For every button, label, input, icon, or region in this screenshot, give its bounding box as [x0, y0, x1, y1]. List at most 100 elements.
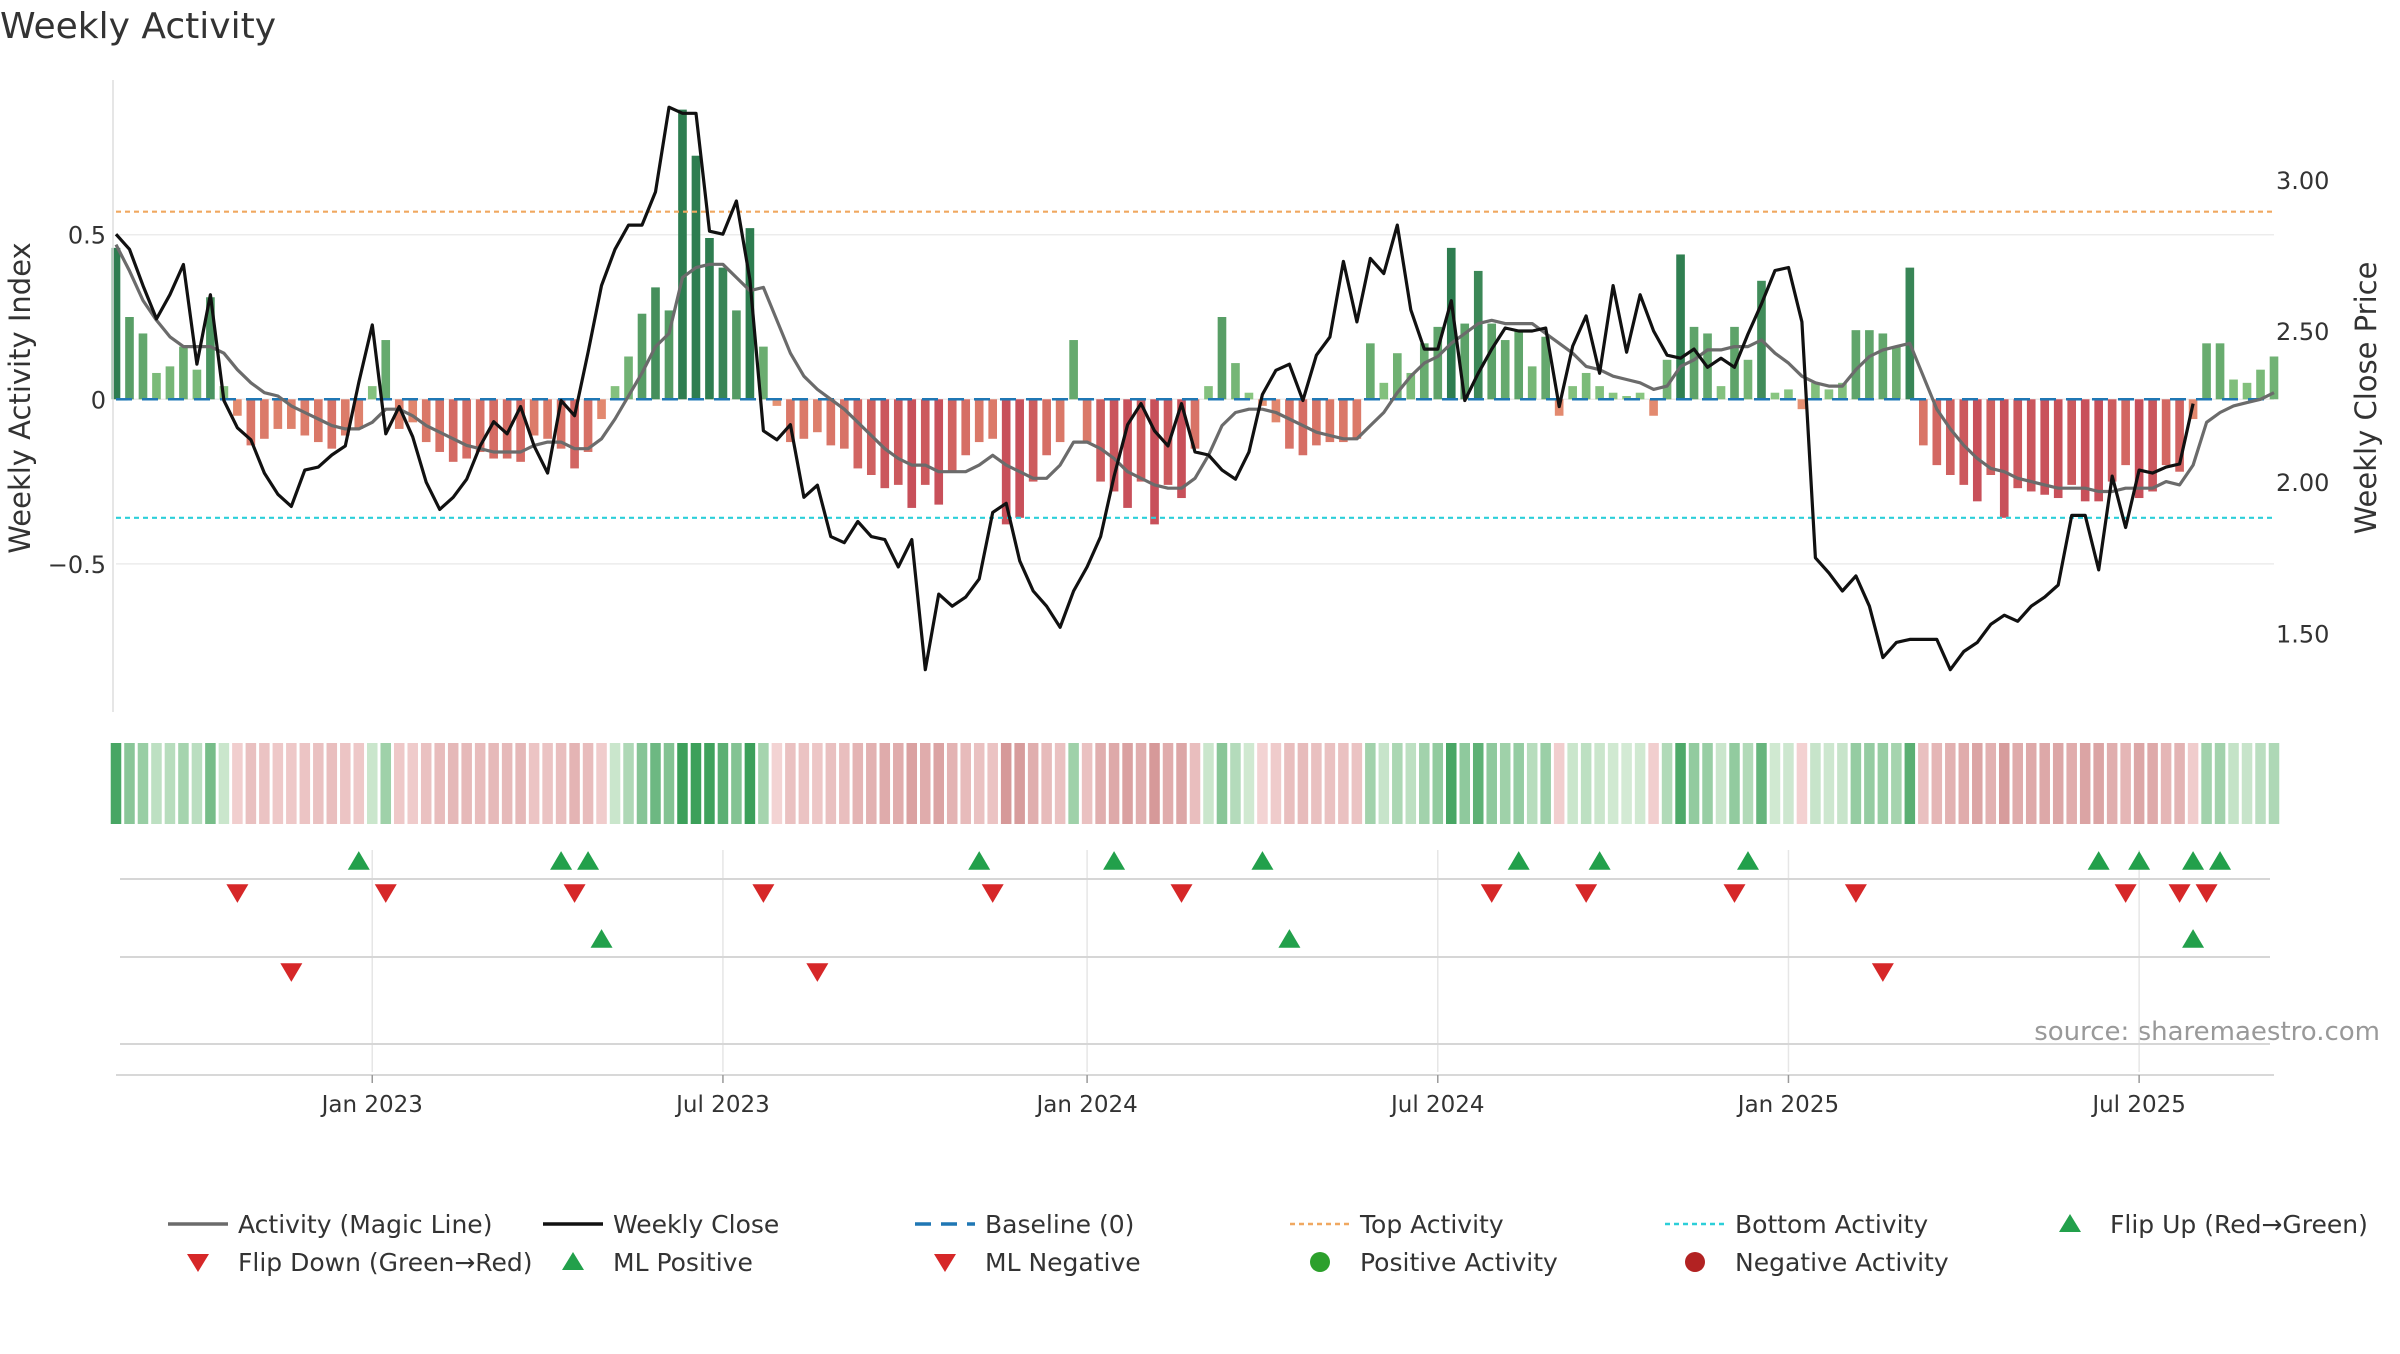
- activity-bar: [570, 399, 579, 469]
- legend-label: Positive Activity: [1360, 1248, 1558, 1277]
- activity-bar: [610, 386, 620, 400]
- activity-bar: [2269, 356, 2279, 400]
- heat-strip-cell: [1877, 743, 1889, 824]
- heat-strip-cell: [178, 743, 189, 824]
- heat-strip-cell: [771, 743, 783, 824]
- heat-strip-cell: [110, 743, 122, 824]
- x-axis: Jan 2023 Jul 2023 Jan 2024 Jul 2024 Jan 2025…: [116, 1074, 2274, 1118]
- heat-strip-cell: [1850, 743, 1862, 824]
- flip-up-marker: [2128, 851, 2151, 870]
- activity-bar: [2215, 343, 2225, 400]
- activity-bar: [1797, 399, 1807, 410]
- heat-strip-cell: [272, 743, 284, 824]
- heat-strip-cell: [1054, 743, 1066, 824]
- heat-strip-cell: [2241, 743, 2253, 824]
- heat-strip-cell: [1864, 743, 1875, 824]
- activity-bar: [246, 399, 256, 446]
- heat-strip-cell: [1634, 743, 1646, 824]
- heat-strip-cell: [1297, 743, 1309, 824]
- heat-strip-cell: [245, 743, 257, 824]
- flip-down-marker: [2168, 884, 2191, 903]
- activity-bar: [583, 399, 593, 452]
- activity-bar: [1811, 382, 1820, 400]
- heat-strip-cell: [1931, 743, 1943, 824]
- chart-title: Weekly Activity: [0, 6, 276, 47]
- heat-strip-cell: [973, 743, 985, 824]
- heat-strip-cell: [704, 743, 715, 824]
- activity-bar: [678, 109, 687, 400]
- legend-label: Activity (Magic Line): [238, 1210, 492, 1239]
- activity-bar: [233, 399, 242, 416]
- heat-strip-cell: [1756, 743, 1767, 824]
- activity-bar: [1824, 389, 1834, 400]
- flip-up-marker: [1507, 851, 1530, 870]
- heat-strip-cell: [2025, 743, 2037, 824]
- flip-down-marker: [226, 884, 249, 903]
- heat-strip-cell: [690, 743, 702, 824]
- activity-bar: [1622, 396, 1631, 400]
- heat-strip-cell: [596, 743, 607, 824]
- flip-down-marker: [981, 884, 1004, 903]
- ml-positive-marker: [1278, 929, 1301, 948]
- flip-up-marker: [2087, 851, 2110, 870]
- activity-bar: [1865, 330, 1874, 400]
- heat-strip-cell: [906, 743, 918, 824]
- heat-strip-cell: [1607, 743, 1619, 824]
- activity-bar: [2080, 399, 2090, 502]
- heat-strip-cell: [825, 743, 837, 824]
- heat-strip-cell: [1783, 743, 1794, 824]
- activity-bar: [1406, 372, 1416, 400]
- flip-down-marker: [1575, 884, 1598, 903]
- activity-bar: [1204, 386, 1213, 400]
- heat-strip-cell: [447, 743, 459, 824]
- legend-label: Top Activity: [1359, 1210, 1504, 1239]
- heat-strip-cell: [1499, 743, 1511, 824]
- activity-bar: [340, 399, 350, 436]
- activity-bar: [1500, 340, 1510, 400]
- heat-strip-cell: [1432, 743, 1444, 824]
- activity-bar: [1366, 343, 1375, 400]
- heat-strip-cell: [1702, 743, 1713, 824]
- activity-bar: [597, 399, 606, 420]
- activity-bar: [1217, 317, 1227, 400]
- heat-strip-cell: [164, 743, 176, 824]
- activity-bar: [1015, 399, 1024, 518]
- activity-bar: [2175, 399, 2184, 472]
- activity-bar: [691, 155, 701, 400]
- heat-strip-cell: [1135, 743, 1147, 824]
- activity-bar: [1568, 386, 1577, 400]
- y2-tick-label: 2.50: [2276, 318, 2329, 346]
- heat-strip-cell: [1648, 743, 1659, 824]
- activity-bar: [1838, 382, 1847, 400]
- activity-bar: [165, 366, 175, 400]
- heat-strip-cell: [2174, 743, 2185, 824]
- flip-down-marker: [374, 884, 397, 903]
- flip-down-marker: [1170, 884, 1193, 903]
- heat-strip-cell: [1108, 743, 1120, 824]
- heat-strip-cell: [1729, 743, 1740, 824]
- activity-bar: [745, 228, 755, 400]
- heat-strip-cell: [1189, 743, 1201, 824]
- activity-bar: [1433, 326, 1443, 400]
- heat-strip-cell: [1324, 743, 1336, 824]
- legend-item-bottom-activity: Bottom Activity: [1665, 1210, 1928, 1239]
- heat-strip-cell: [731, 743, 742, 824]
- activity-bar: [394, 399, 404, 429]
- activity-bar: [2013, 399, 2023, 489]
- ml-positive-marker: [2182, 929, 2205, 948]
- activity-bar: [1325, 399, 1335, 443]
- heat-strip-cell: [313, 743, 324, 824]
- activity-bar: [2229, 379, 2238, 400]
- activity-bar: [1851, 330, 1861, 400]
- heat-strip-cell: [515, 743, 526, 824]
- activity-bar: [920, 399, 930, 485]
- x-tick-label: Jul 2024: [1389, 1092, 1485, 1118]
- activity-bar: [2094, 399, 2103, 502]
- heat-strip-cell: [1446, 743, 1457, 824]
- heat-strip-cell: [744, 743, 756, 824]
- activity-bar: [287, 399, 296, 429]
- heat-strip-cell: [1095, 743, 1106, 824]
- heat-strip-cell: [1216, 743, 1228, 824]
- heat-strip-cell: [1149, 743, 1160, 824]
- activity-bar: [529, 399, 539, 436]
